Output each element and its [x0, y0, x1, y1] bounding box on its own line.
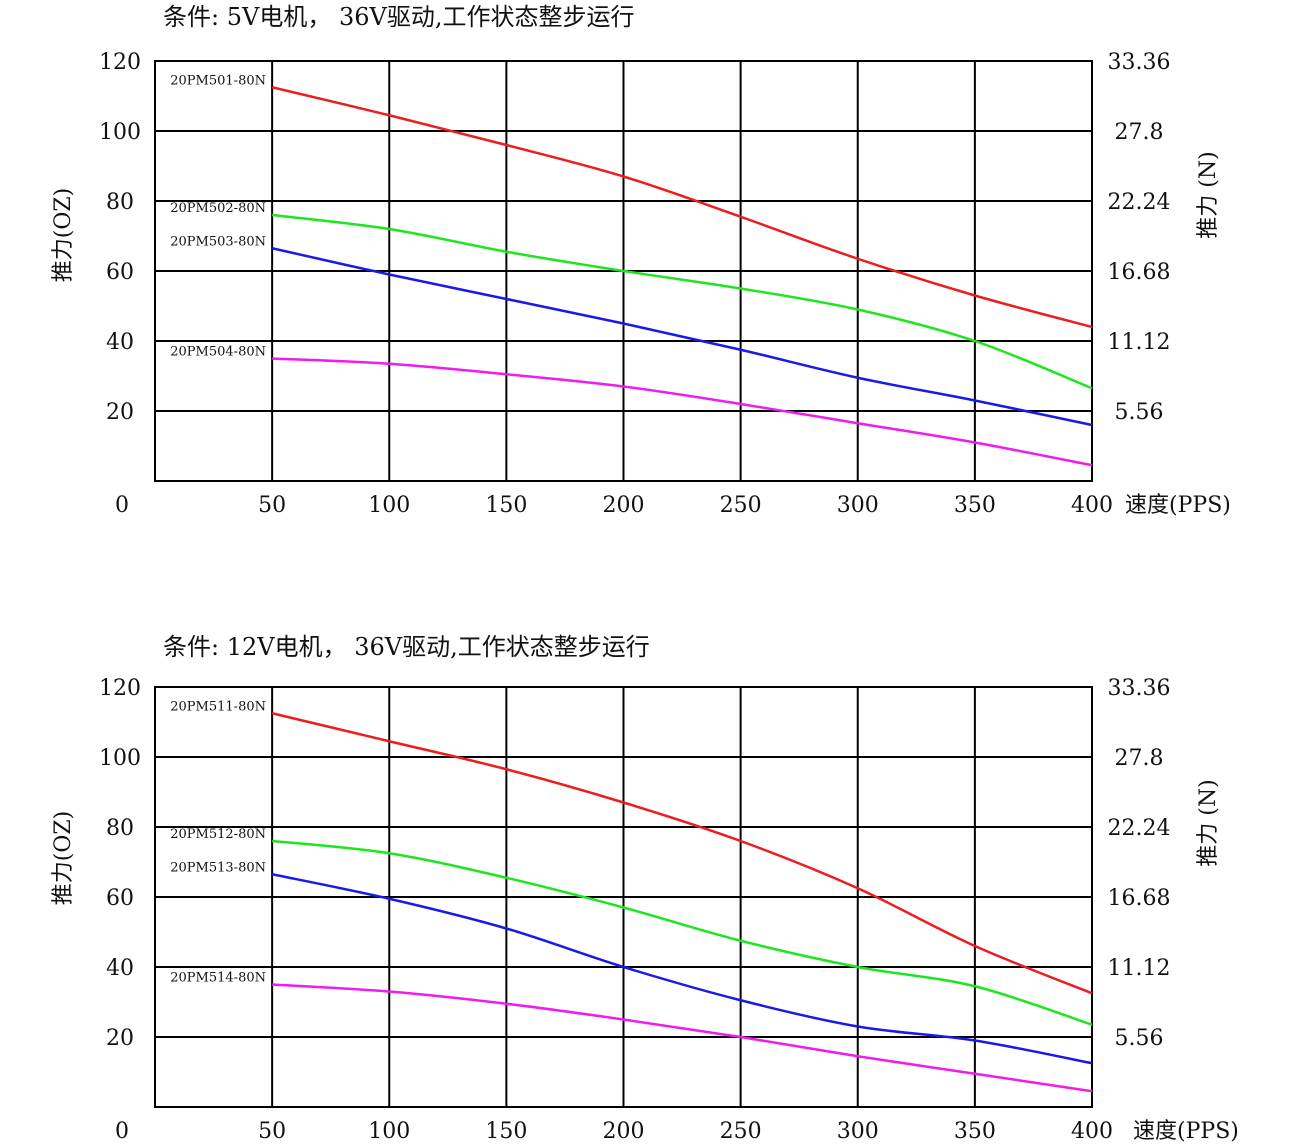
x-tick-label: 400 [1071, 1119, 1113, 1144]
y-tick-label-left: 100 [99, 746, 141, 771]
y-tick-label-left: 60 [106, 260, 134, 285]
series-label: 20PM513-80N [170, 860, 266, 875]
y-tick-label-left: 120 [99, 676, 141, 701]
x-tick-label: 250 [720, 493, 762, 518]
y-tick-label-right: 22.24 [1108, 816, 1171, 841]
series-label: 20PM512-80N [170, 827, 266, 842]
y-tick-label-left: 20 [106, 1026, 134, 1051]
x-tick-label: 250 [720, 1119, 762, 1144]
x-tick-label: 50 [258, 493, 286, 518]
origin-label: 0 [115, 493, 129, 518]
y-tick-label-left: 120 [99, 50, 141, 75]
x-tick-label: 350 [954, 1119, 996, 1144]
series-label: 20PM503-80N [170, 234, 266, 249]
series-label: 20PM501-80N [170, 73, 266, 88]
x-tick-label: 300 [837, 1119, 879, 1144]
x-tick-label: 100 [368, 1119, 410, 1144]
x-tick-label: 150 [485, 1119, 527, 1144]
x-tick-label: 350 [954, 493, 996, 518]
y-tick-label-right: 16.68 [1108, 260, 1171, 285]
y-tick-label-left: 60 [106, 886, 134, 911]
series-line-20PM504-80N [272, 357, 1093, 467]
y-tick-label-left: 80 [106, 190, 134, 215]
series-label: 20PM502-80N [170, 201, 266, 216]
y-tick-label-right: 5.56 [1115, 1026, 1164, 1051]
x-tick-label: 200 [603, 493, 645, 518]
y-tick-label-left: 100 [99, 120, 141, 145]
y-axis-label-left: 推力(OZ) [51, 188, 76, 283]
condition-text: 条件: 5V电机， 36V驱动,工作状态整步运行 [163, 3, 634, 31]
y-tick-label-right: 27.8 [1115, 120, 1164, 145]
y-tick-label-right: 11.12 [1108, 956, 1171, 981]
y-tick-label-right: 33.36 [1108, 50, 1171, 75]
condition-text: 条件: 12V电机， 36V驱动,工作状态整步运行 [163, 633, 650, 661]
origin-label: 0 [115, 1119, 129, 1144]
series-label: 20PM504-80N [170, 345, 266, 360]
x-axis-label: 速度(PPS) [1133, 1119, 1239, 1144]
x-tick-label: 50 [258, 1119, 286, 1144]
y-tick-label-right: 5.56 [1115, 400, 1164, 425]
y-tick-label-right: 22.24 [1108, 190, 1171, 215]
y-axis-label-right: 推力 (N) [1196, 779, 1221, 866]
y-tick-label-right: 33.36 [1108, 676, 1171, 701]
y-tick-label-left: 40 [106, 956, 134, 981]
y-axis-label-left: 推力(OZ) [51, 811, 76, 906]
y-axis-label-right: 推力 (N) [1196, 151, 1221, 238]
x-tick-label: 200 [603, 1119, 645, 1144]
y-tick-label-right: 11.12 [1108, 330, 1171, 355]
y-tick-label-right: 16.68 [1108, 886, 1171, 911]
y-tick-label-left: 40 [106, 330, 134, 355]
grid [155, 686, 1093, 1107]
series-line-20PM511-80N [271, 712, 1093, 995]
plot-frame [154, 686, 1093, 1108]
x-axis-label: 速度(PPS) [1125, 493, 1231, 518]
series-line-20PM513-80N [271, 873, 1093, 1065]
series-label: 20PM511-80N [170, 699, 266, 714]
series-label: 20PM514-80N [170, 971, 266, 986]
series-line-20PM502-80N [271, 213, 1093, 390]
series-line-20PM503-80N [271, 247, 1093, 427]
plot-frame [154, 60, 1093, 482]
y-tick-label-right: 27.8 [1115, 746, 1164, 771]
y-tick-label-left: 80 [106, 816, 134, 841]
y-tick-label-left: 20 [106, 400, 134, 425]
x-tick-label: 150 [485, 493, 527, 518]
series-line-20PM501-80N [271, 86, 1093, 329]
series-line-20PM514-80N [272, 983, 1093, 1093]
series-line-20PM512-80N [271, 839, 1093, 1026]
x-tick-label: 100 [368, 493, 410, 518]
x-tick-label: 300 [837, 493, 879, 518]
x-tick-label: 400 [1071, 493, 1113, 518]
